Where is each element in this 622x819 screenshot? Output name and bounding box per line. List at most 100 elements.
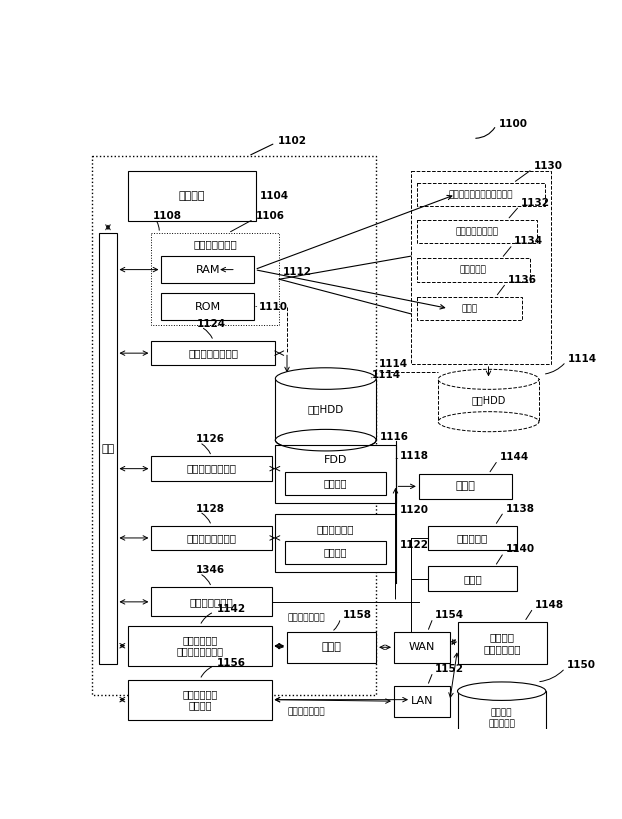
Bar — [276, 514, 396, 572]
Bar — [276, 445, 396, 503]
Text: 1102: 1102 — [277, 137, 307, 147]
Text: WAN: WAN — [409, 642, 435, 652]
Text: 1116: 1116 — [380, 432, 409, 442]
Bar — [151, 341, 276, 365]
Text: 1118: 1118 — [399, 451, 429, 461]
Text: アプリケーション: アプリケーション — [456, 227, 499, 236]
Text: モデム: モデム — [322, 642, 341, 652]
Text: キーボード: キーボード — [457, 533, 488, 543]
Bar — [285, 472, 386, 495]
Bar — [417, 297, 522, 320]
Text: 1140: 1140 — [505, 545, 534, 554]
Text: 1152: 1152 — [435, 664, 463, 674]
Ellipse shape — [438, 412, 539, 432]
Bar — [151, 526, 271, 550]
Text: インターフェース: インターフェース — [187, 464, 236, 473]
Text: 内部HDD: 内部HDD — [308, 405, 344, 414]
Text: リモート
コンピュータ: リモート コンピュータ — [483, 632, 521, 654]
Bar — [411, 171, 550, 364]
Text: LAN: LAN — [411, 696, 433, 706]
Bar — [285, 541, 386, 564]
Bar — [417, 220, 537, 243]
Text: 1106: 1106 — [256, 211, 285, 221]
Bar — [151, 456, 271, 481]
Bar — [128, 171, 256, 221]
Bar — [417, 259, 529, 282]
Text: バス: バス — [101, 444, 114, 454]
Text: マウス: マウス — [463, 574, 482, 584]
Text: 1124: 1124 — [197, 319, 226, 329]
Text: （有線／無線）: （有線／無線） — [287, 707, 325, 716]
Text: 1108: 1108 — [153, 211, 182, 221]
Text: ディスク: ディスク — [323, 548, 347, 558]
Bar — [162, 256, 254, 283]
Bar — [458, 622, 547, 664]
Ellipse shape — [276, 368, 376, 389]
Text: 1136: 1136 — [508, 275, 537, 285]
Text: 1142: 1142 — [216, 604, 246, 613]
Text: 1130: 1130 — [534, 161, 563, 171]
Text: ビデオアダプタ: ビデオアダプタ — [190, 597, 233, 607]
Text: 1120: 1120 — [399, 505, 429, 515]
Bar — [438, 379, 539, 422]
Text: インターフェース: インターフェース — [188, 348, 238, 358]
Text: ROM: ROM — [195, 301, 221, 311]
Bar — [128, 626, 271, 666]
Text: メモリ／
ストレージ: メモリ／ ストレージ — [488, 708, 515, 728]
Bar — [128, 680, 271, 720]
Text: モニタ: モニタ — [455, 482, 475, 491]
Text: ネットワーク
アダプタ: ネットワーク アダプタ — [182, 689, 218, 710]
Text: データ: データ — [462, 304, 478, 313]
Bar — [428, 567, 517, 591]
Text: 1346: 1346 — [195, 565, 225, 575]
Text: 1156: 1156 — [216, 658, 246, 667]
Text: 1114: 1114 — [567, 354, 596, 364]
Text: インターフェース: インターフェース — [187, 533, 236, 543]
Text: 1126: 1126 — [195, 434, 225, 445]
Ellipse shape — [438, 369, 539, 389]
Text: 処理装置: 処理装置 — [179, 192, 205, 201]
Text: 1148: 1148 — [535, 600, 564, 610]
Text: 入力デバイス
インターフェース: 入力デバイス インターフェース — [176, 635, 223, 657]
Text: 1112: 1112 — [283, 266, 312, 277]
Bar — [417, 183, 545, 206]
Text: FDD: FDD — [323, 455, 347, 465]
Text: 1138: 1138 — [505, 504, 534, 514]
Bar — [287, 632, 376, 663]
Ellipse shape — [458, 682, 546, 700]
Text: 1134: 1134 — [514, 237, 544, 247]
Text: 1100: 1100 — [499, 119, 527, 129]
Text: 1128: 1128 — [195, 504, 225, 514]
Text: 光学ドライブ: 光学ドライブ — [317, 524, 354, 535]
Bar — [428, 526, 517, 550]
Text: 1158: 1158 — [343, 610, 372, 620]
Text: 1154: 1154 — [435, 610, 463, 620]
Bar — [394, 686, 450, 717]
Bar — [151, 587, 271, 617]
Text: 1114: 1114 — [372, 370, 401, 381]
Text: システムメモリ: システムメモリ — [193, 240, 237, 250]
Bar — [91, 156, 376, 695]
Text: 外部HDD: 外部HDD — [471, 396, 506, 405]
Bar — [458, 691, 546, 745]
Text: RAM: RAM — [196, 265, 220, 274]
Text: 1114: 1114 — [378, 359, 407, 369]
Bar — [394, 632, 450, 663]
Bar — [151, 233, 279, 325]
Text: 1132: 1132 — [521, 198, 550, 208]
Text: 1104: 1104 — [260, 192, 289, 201]
Text: オペレーティングシステム: オペレーティングシステム — [449, 190, 513, 199]
Text: ディスク: ディスク — [323, 478, 347, 488]
Bar — [100, 233, 116, 664]
Text: 1144: 1144 — [499, 452, 529, 462]
Text: モジュール: モジュール — [460, 265, 487, 274]
Bar — [419, 474, 512, 499]
Bar — [162, 293, 254, 320]
Ellipse shape — [276, 429, 376, 451]
Text: 1110: 1110 — [258, 301, 287, 311]
Ellipse shape — [458, 735, 546, 754]
Bar — [276, 378, 376, 440]
Text: 1122: 1122 — [399, 540, 429, 550]
Text: （有線／無線）: （有線／無線） — [287, 613, 325, 622]
Text: 1150: 1150 — [567, 660, 596, 670]
